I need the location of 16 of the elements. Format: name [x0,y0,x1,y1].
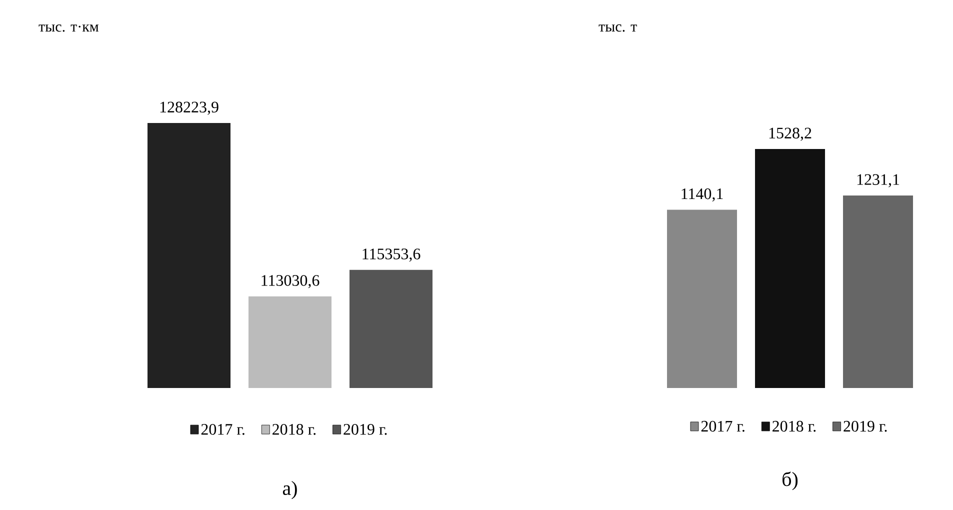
legend-label: 2019 г. [844,420,887,432]
legend-label: 2019 г. [344,424,387,435]
legend-label: 2018 г. [272,424,316,435]
legend-label: 2018 г. [772,420,816,432]
data-label: 1140,1 [682,188,723,202]
data-label: 115353,6 [362,248,420,262]
legend-label: 2017 г. [201,424,244,435]
data-label: 128223,9 [160,102,218,115]
text: б) [782,472,798,490]
legend-label: 2017 г. [701,420,744,432]
data-label: 1231,1 [857,174,900,188]
text: а) [282,480,297,500]
y-axis-title: тыс. т [598,24,637,32]
data-label: 1528,2 [769,128,812,141]
data-label: 113030,6 [262,275,320,288]
y-axis-title: тыс. т·км [38,24,99,32]
